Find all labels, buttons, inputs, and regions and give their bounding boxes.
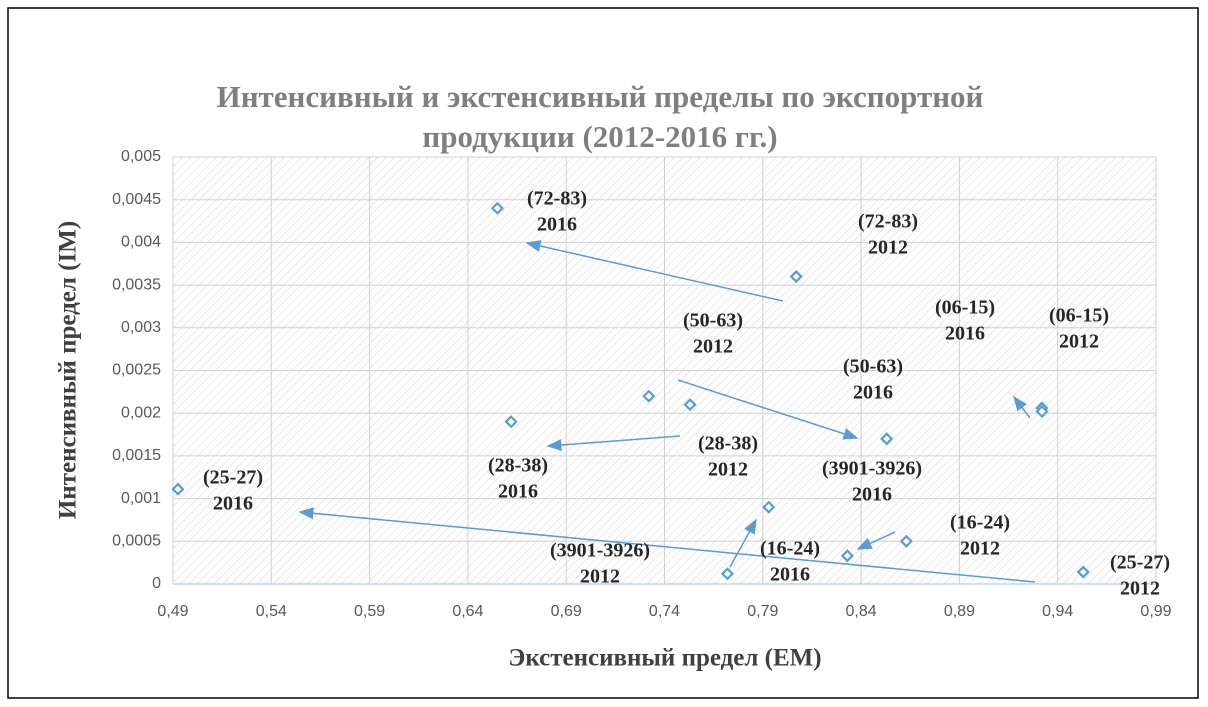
y-tick-label: 0,0005 xyxy=(112,533,161,550)
point-label: 2016 xyxy=(852,484,892,506)
point xyxy=(1035,404,1049,419)
x-tick-label: 0,54 xyxy=(256,603,287,620)
x-tick-label: 0,89 xyxy=(944,603,975,620)
point-label: 2012 xyxy=(580,566,620,588)
y-tick-label: 0 xyxy=(152,575,161,592)
x-tick-label: 0,49 xyxy=(157,603,188,620)
point-label: 2012 xyxy=(868,237,908,259)
point-label: 2012 xyxy=(960,538,1000,560)
point xyxy=(1076,565,1090,579)
point-label: 2012 xyxy=(708,459,748,481)
y-tick-label: 0,004 xyxy=(121,234,161,251)
y-tick-label: 0,001 xyxy=(121,490,161,507)
point-label: (06-15) xyxy=(1049,305,1109,327)
point-label: 2016 xyxy=(945,323,985,345)
point-label: 2016 xyxy=(537,214,577,236)
point xyxy=(899,534,913,548)
x-tick-label: 0,94 xyxy=(1042,603,1073,620)
point xyxy=(720,567,734,581)
point-label: 2016 xyxy=(498,481,538,503)
point-label: (25-27) xyxy=(203,467,263,489)
point-label: (25-27) xyxy=(1110,552,1170,574)
chart-title: Интенсивный и экстенсивный пределы по эк… xyxy=(217,79,984,114)
point xyxy=(880,432,894,446)
y-tick-label: 0,003 xyxy=(121,319,161,336)
point-label: (06-15) xyxy=(935,297,995,319)
point xyxy=(642,389,656,403)
point-label: (72-83) xyxy=(858,211,918,233)
x-tick-label: 0,84 xyxy=(846,603,877,620)
point xyxy=(683,398,697,412)
point xyxy=(504,415,518,429)
y-axis-label: Интенсивный предел (IM) xyxy=(55,221,82,519)
annotation-arrow xyxy=(729,518,757,568)
point-label: (16-24) xyxy=(760,538,820,560)
point-label: (50-63) xyxy=(843,356,903,378)
point-label: 2016 xyxy=(770,564,810,586)
y-tick-label: 0,0035 xyxy=(112,276,161,293)
point xyxy=(789,270,803,284)
point xyxy=(490,201,504,215)
x-tick-label: 0,69 xyxy=(551,603,582,620)
x-tick-label: 0,64 xyxy=(452,603,483,620)
point xyxy=(840,549,854,563)
x-tick-label: 0,74 xyxy=(649,603,680,620)
annotation-arrow xyxy=(546,435,681,451)
point-label: 2012 xyxy=(1059,331,1099,353)
point-label: 2012 xyxy=(693,336,733,358)
point-label: (72-83) xyxy=(527,188,587,210)
annotation-arrow xyxy=(856,531,896,550)
x-tick-label: 0,59 xyxy=(354,603,385,620)
y-tick-label: 0,002 xyxy=(121,404,161,421)
point-label: (28-38) xyxy=(488,455,548,477)
point-label: (3901-3926) xyxy=(822,458,922,480)
annotation-arrow xyxy=(525,240,784,302)
point-label: (16-24) xyxy=(950,512,1010,534)
point-label: 2012 xyxy=(1120,578,1160,600)
x-tick-label: 0,99 xyxy=(1140,603,1171,620)
annotation-arrow xyxy=(677,379,859,440)
annotation-arrow xyxy=(1013,395,1031,419)
point xyxy=(171,482,185,496)
y-tick-label: 0,0025 xyxy=(112,362,161,379)
point xyxy=(762,500,776,514)
point-label: 2016 xyxy=(853,382,893,404)
y-tick-label: 0,0015 xyxy=(112,447,161,464)
point-label: (50-63) xyxy=(683,310,743,332)
x-tick-label: 0,79 xyxy=(747,603,778,620)
chart-title: продукции (2012-2016 гг.) xyxy=(422,119,777,154)
point-label: 2016 xyxy=(213,493,253,515)
y-tick-label: 0,0045 xyxy=(112,191,161,208)
y-tick-label: 0,005 xyxy=(121,148,161,165)
point-label: (3901-3926) xyxy=(550,540,650,562)
x-axis-label: Экстенсивный предел (EM) xyxy=(508,645,821,672)
annotation-arrow xyxy=(298,507,1036,583)
point-label: (28-38) xyxy=(698,433,758,455)
